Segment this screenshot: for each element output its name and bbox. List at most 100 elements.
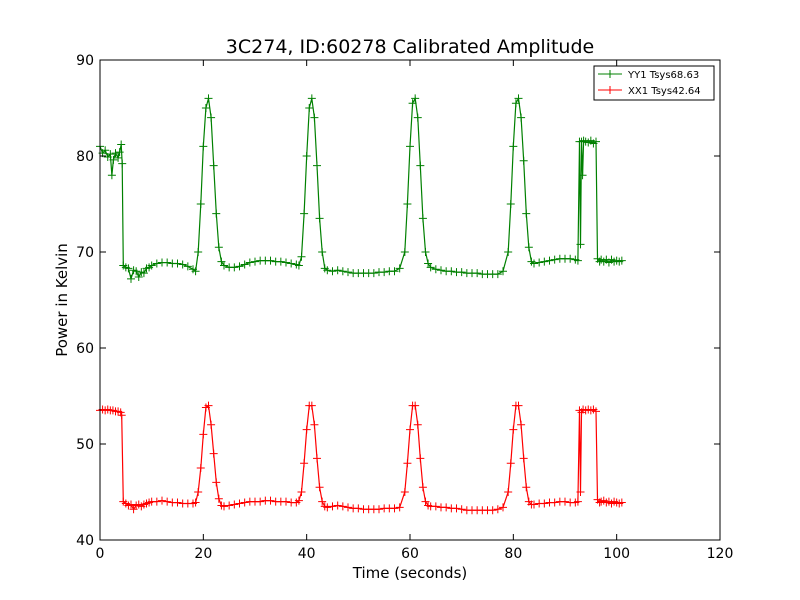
data-point <box>509 142 518 151</box>
data-point <box>442 503 451 512</box>
data-point <box>561 497 569 506</box>
data-point <box>114 153 123 162</box>
data-point <box>344 503 352 512</box>
data-point <box>315 483 324 492</box>
data-point <box>418 214 427 223</box>
data-point <box>511 99 520 108</box>
data-point <box>488 506 497 515</box>
data-point <box>411 94 420 103</box>
data-point <box>313 161 321 170</box>
data-point <box>310 420 319 429</box>
data-point <box>106 150 115 159</box>
y-tick-label: 80 <box>76 149 94 165</box>
data-point <box>573 497 582 506</box>
data-point <box>287 259 296 268</box>
data-point <box>573 256 582 265</box>
legend-marker-xx1 <box>606 86 614 94</box>
y-tick-label: 60 <box>76 341 94 357</box>
data-point <box>310 113 319 122</box>
data-point <box>380 268 389 277</box>
data-point <box>134 272 143 281</box>
y-tick-label: 40 <box>76 533 94 549</box>
data-point <box>139 269 148 278</box>
data-point <box>256 497 265 506</box>
data-point <box>447 267 456 276</box>
data-point <box>522 483 531 492</box>
data-point <box>592 137 600 146</box>
data-point <box>173 259 182 268</box>
data-point <box>400 248 409 256</box>
data-point <box>413 113 422 122</box>
data-point <box>313 454 321 463</box>
data-point <box>118 159 127 168</box>
data-point <box>199 430 208 439</box>
data-point <box>333 501 342 510</box>
data-point <box>519 156 528 165</box>
data-point <box>457 268 466 277</box>
data-point <box>117 411 126 420</box>
y-tick-label: 50 <box>76 437 94 453</box>
data-point <box>418 483 427 492</box>
data-point <box>199 142 208 151</box>
data-point <box>163 497 172 506</box>
data-point <box>519 454 528 463</box>
legend-label-yy1: YY1 Tsys68.63 <box>627 70 699 81</box>
data-point <box>493 505 502 514</box>
x-tick-label: 80 <box>504 546 522 562</box>
x-tick-label: 0 <box>96 546 105 562</box>
data-point <box>592 407 600 416</box>
data-point <box>395 264 404 273</box>
data-point <box>315 214 324 223</box>
data-point <box>183 262 192 271</box>
data-point <box>524 243 533 252</box>
data-point <box>318 248 327 256</box>
data-point <box>517 420 526 429</box>
data-point <box>504 248 513 256</box>
data-point <box>101 146 110 155</box>
data-point <box>576 488 585 496</box>
data-point <box>212 478 221 487</box>
x-tick-label: 40 <box>298 546 316 562</box>
data-point <box>173 498 182 507</box>
data-point <box>617 256 626 265</box>
data-point <box>235 262 244 271</box>
data-point <box>302 425 311 434</box>
data-point <box>225 501 234 510</box>
data-point <box>109 155 118 164</box>
data-point <box>457 505 466 514</box>
data-point <box>416 161 425 170</box>
data-point <box>117 140 126 149</box>
data-point <box>504 488 513 496</box>
data-point <box>617 498 626 507</box>
data-point <box>191 498 200 507</box>
data-point <box>499 503 507 512</box>
data-point <box>196 464 205 472</box>
x-tick-label: 60 <box>401 546 419 562</box>
data-point <box>194 248 203 256</box>
data-point <box>207 113 216 122</box>
data-point <box>230 263 239 272</box>
data-point <box>220 261 228 270</box>
data-point <box>282 497 290 506</box>
data-point <box>201 104 210 112</box>
data-point <box>204 94 213 103</box>
data-point <box>499 267 507 276</box>
data-point <box>535 258 544 267</box>
data-point <box>338 267 347 276</box>
data-point <box>147 261 156 270</box>
data-point <box>220 502 228 511</box>
data-point <box>473 269 482 278</box>
data-point <box>408 99 417 108</box>
data-point <box>294 496 303 505</box>
data-point <box>514 94 523 103</box>
legend: YY1 Tsys68.63 XX1 Tsys42.64 <box>593 65 715 101</box>
data-point <box>354 504 363 513</box>
data-point <box>282 258 290 267</box>
data-point <box>431 502 440 511</box>
data-point <box>517 113 526 122</box>
data-point <box>452 504 461 513</box>
data-point <box>416 454 425 463</box>
data-point <box>344 268 352 277</box>
data-point <box>230 500 239 509</box>
data-point <box>127 500 135 509</box>
